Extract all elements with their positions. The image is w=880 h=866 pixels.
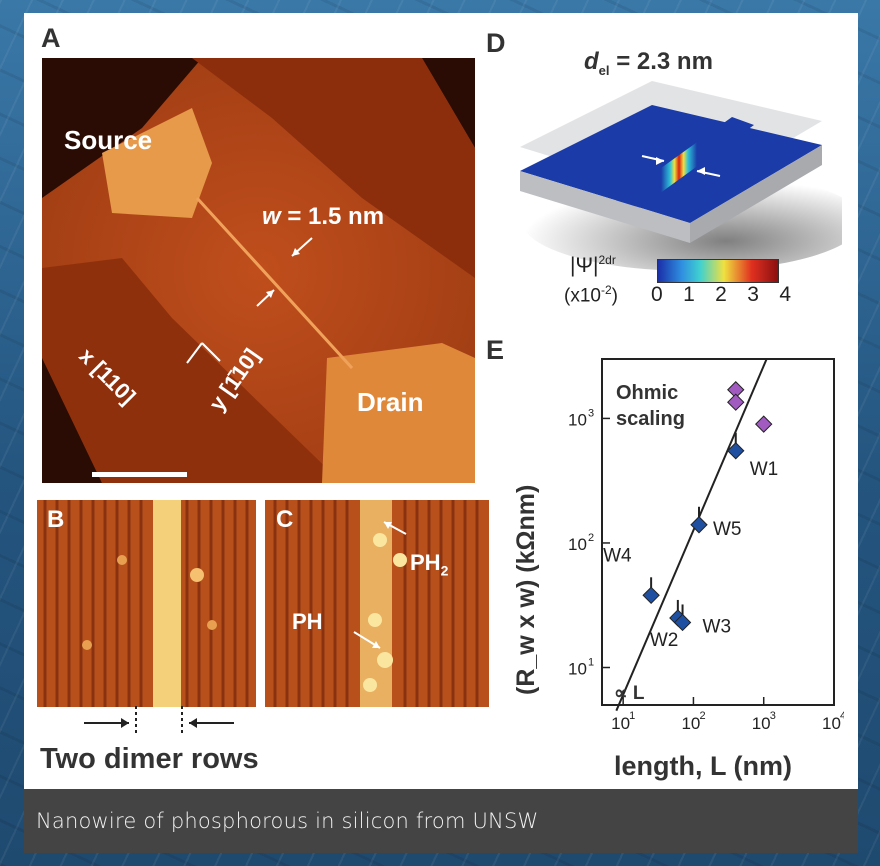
x-tick-label: 10 bbox=[611, 714, 630, 733]
y-tick-exponent: 2 bbox=[588, 532, 594, 544]
panel-b-label: B bbox=[47, 506, 65, 533]
stm-image-c bbox=[265, 500, 489, 707]
panel-a-label: A bbox=[41, 23, 61, 53]
fit-label: ∝ L bbox=[614, 683, 645, 704]
x-tick-exponent: 1 bbox=[629, 710, 635, 722]
data-point bbox=[690, 516, 708, 534]
x-tick-exponent: 4 bbox=[840, 710, 844, 722]
x-tick-label: 10 bbox=[681, 714, 700, 733]
ph-label: PH bbox=[292, 609, 323, 634]
colorbar-unit: (x10-2) bbox=[564, 283, 618, 307]
ohmic-annotation-2: scaling bbox=[616, 408, 685, 430]
wire-label: W2 bbox=[650, 630, 679, 651]
y-tick-label: 10 bbox=[568, 535, 587, 554]
plot-frame bbox=[601, 358, 835, 706]
ph2-label: PH2 bbox=[410, 550, 449, 579]
wire-label: W1 bbox=[750, 459, 779, 480]
y-axis-title: (R_w x w) (kΩnm) bbox=[512, 485, 540, 695]
ph-arrows bbox=[353, 521, 407, 649]
caption-text: Nanowire of phosphorous in silicon from … bbox=[36, 809, 539, 833]
stm-image-b bbox=[37, 500, 256, 707]
y-tick-exponent: 1 bbox=[588, 657, 594, 669]
resistance-chart: 10 1 10 2 10 3 10 410 110 210 3W1W2W3W4W5Ohmicscal… bbox=[512, 358, 844, 781]
y-tick-exponent: 3 bbox=[588, 407, 594, 419]
data-point bbox=[642, 586, 660, 605]
fit-line bbox=[615, 358, 768, 712]
y-tick-label: 10 bbox=[568, 410, 587, 429]
x-tick-exponent: 3 bbox=[770, 710, 776, 722]
caption-bar: Nanowire of phosphorous in silicon from … bbox=[24, 789, 858, 853]
source-label: Source bbox=[64, 125, 153, 155]
x-tick-label: 10 bbox=[752, 714, 771, 733]
ohmic-annotation: Ohmic bbox=[616, 382, 678, 404]
x-tick-label: 10 bbox=[822, 714, 841, 733]
data-point bbox=[755, 415, 773, 433]
panel-d-label: D bbox=[486, 28, 506, 58]
y-tick-label: 10 bbox=[568, 660, 587, 679]
panel-c-label: C bbox=[276, 506, 294, 533]
wire-label: W5 bbox=[713, 519, 742, 540]
d-title: del = 2.3 nm bbox=[584, 48, 713, 78]
wire-label: W4 bbox=[603, 545, 632, 566]
drain-label: Drain bbox=[357, 387, 424, 417]
dimer-rows-label: Two dimer rows bbox=[40, 743, 259, 775]
dimer-rows-marker bbox=[84, 706, 234, 734]
figure-card: A bbox=[24, 13, 858, 789]
panel-e-label: E bbox=[486, 335, 505, 365]
wire-label: W3 bbox=[703, 616, 732, 637]
width-label: w = 1.5 nm bbox=[262, 203, 385, 230]
x-axis-title: length, L (nm) bbox=[614, 751, 792, 781]
data-point bbox=[673, 613, 692, 632]
data-point bbox=[727, 393, 745, 411]
data-point bbox=[727, 442, 745, 460]
wavefunction-render bbox=[520, 81, 842, 271]
stm-image-a bbox=[42, 58, 475, 483]
colorbar bbox=[657, 259, 779, 283]
x-tick-exponent: 2 bbox=[699, 710, 705, 722]
colorbar-label: |Ψ|2dr bbox=[570, 253, 616, 277]
